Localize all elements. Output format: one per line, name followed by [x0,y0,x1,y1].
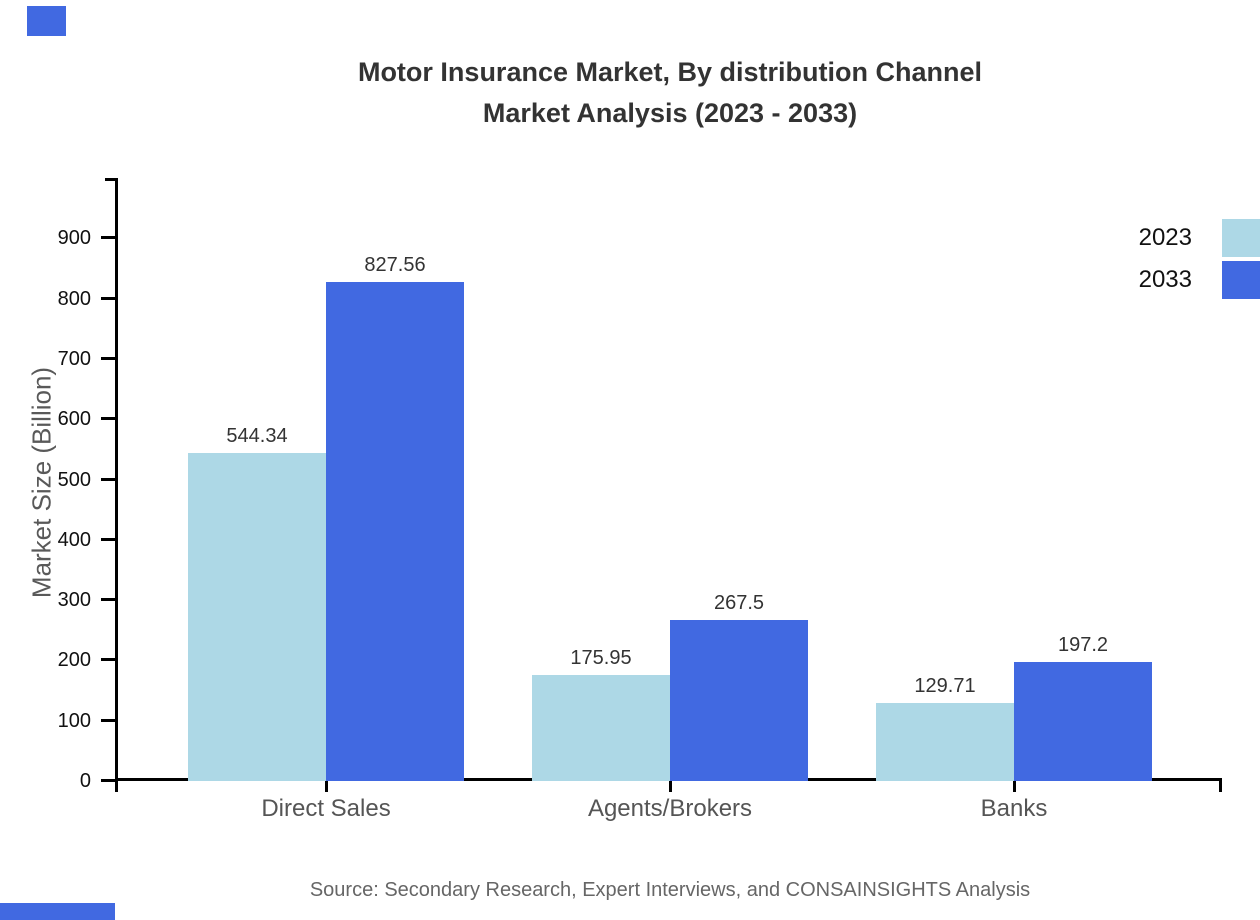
x-category-label: Agents/Brokers [587,795,753,822]
y-tick-label: 900 [57,227,91,250]
y-tick-mark [101,658,115,662]
bar-2023-agents-brokers [532,674,670,781]
y-axis-line [115,178,118,792]
y-tick-mark [101,718,115,722]
y-tick-mark [101,236,115,240]
chart-title-line1: Motor Insurance Market, By distribution … [357,57,983,87]
corner-decoration-top-left [27,6,66,36]
y-tick-mark [101,537,115,541]
y-tick-mark [101,598,115,602]
legend-item-2033: 2033 [1139,261,1260,299]
y-axis-end-cap [105,178,115,181]
bar-2033-banks [1014,662,1152,781]
y-tick-label: 700 [57,347,91,370]
bar-value-label: 129.71 [914,674,976,697]
legend-label-2033: 2033 [1138,266,1192,293]
y-tick-label: 300 [57,589,91,612]
x-category-label: Banks [980,795,1048,822]
bar-2033-direct-sales [326,281,464,781]
y-tick-mark [101,356,115,360]
y-tick-label: 600 [57,408,91,431]
y-tick-label: 0 [79,770,91,792]
legend-item-2023: 2023 [1139,219,1260,257]
corner-decoration-bottom-left [0,903,115,920]
y-tick-mark [101,477,115,481]
bar-value-label: 544.34 [226,424,288,447]
y-tick-mark [101,296,115,300]
y-tick-mark [101,779,115,782]
legend-label-2023: 2023 [1138,224,1192,251]
x-axis-end-cap [1219,778,1222,792]
bar-2023-direct-sales [188,452,326,781]
chart-title-line2: Market Analysis (2023 - 2033) [482,98,858,128]
x-category-label: Direct Sales [261,795,391,822]
x-tick-mark [669,778,672,792]
bar-2033-agents-brokers [670,619,808,781]
y-tick-label: 100 [57,709,91,732]
y-tick-label: 800 [57,287,91,310]
x-tick-mark [1013,778,1016,792]
legend-swatch-2033 [1222,261,1260,299]
legend-swatch-2023 [1222,219,1260,257]
source-note: Source: Secondary Research, Expert Inter… [309,879,1031,901]
bar-2023-banks [876,702,1014,781]
bar-value-label: 175.95 [570,646,632,669]
y-tick-label: 500 [57,468,91,491]
y-tick-mark [101,417,115,421]
y-tick-label: 200 [57,649,91,672]
bar-value-label: 827.56 [364,253,426,276]
bar-value-label: 197.2 [1057,634,1109,657]
bar-value-label: 267.5 [713,591,765,614]
legend: 2023 2033 [1139,219,1260,303]
chart-title: Motor Insurance Market, By distribution … [130,52,1210,134]
y-tick-label: 400 [57,528,91,551]
x-tick-mark [325,778,328,792]
